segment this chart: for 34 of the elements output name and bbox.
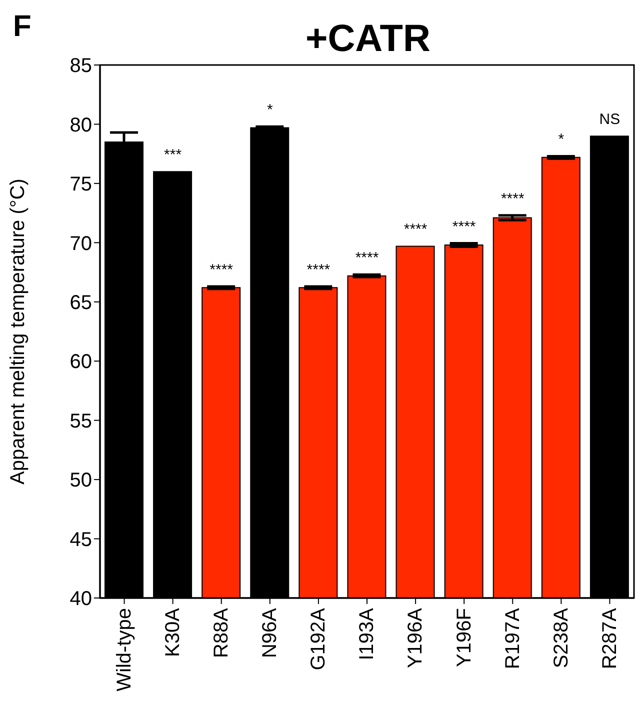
x-tick-label: R197A bbox=[502, 607, 524, 670]
y-tick-label: 85 bbox=[70, 55, 92, 78]
annotation: *** bbox=[164, 146, 182, 164]
x-tick-label: R88A bbox=[210, 607, 233, 658]
x-tick-label: I193A bbox=[356, 607, 378, 660]
chart-title: +CATR bbox=[304, 18, 432, 61]
annotation: NS bbox=[599, 111, 620, 128]
y-tick-label: 60 bbox=[70, 351, 92, 374]
annotation: **** bbox=[210, 261, 234, 278]
annotation: * bbox=[558, 131, 564, 148]
annotation: **** bbox=[404, 221, 428, 238]
y-tick-label: 65 bbox=[70, 292, 92, 314]
annotation: * bbox=[266, 102, 273, 119]
x-tick-label: Y196A bbox=[404, 607, 427, 668]
y-tick-label: 50 bbox=[70, 470, 92, 492]
y-tick-label: 75 bbox=[70, 174, 92, 196]
annotation: **** bbox=[306, 261, 330, 278]
annotation: **** bbox=[355, 250, 379, 267]
x-tick-label: R287A bbox=[598, 607, 621, 670]
x-tick-label: G192A bbox=[308, 607, 330, 670]
x-tick-label: Wild-type bbox=[113, 608, 136, 692]
x-tick-label: K30A bbox=[162, 607, 184, 657]
y-tick-label: 55 bbox=[70, 410, 92, 432]
y-tick-label: 80 bbox=[70, 114, 92, 136]
x-tick-label: S238A bbox=[550, 607, 572, 668]
x-tick-label: Y196F bbox=[453, 608, 476, 667]
annotation: **** bbox=[500, 190, 524, 208]
annotation: **** bbox=[452, 218, 476, 236]
y-tick-label: 70 bbox=[70, 232, 92, 255]
y-tick-label: 40 bbox=[70, 588, 92, 610]
y-tick-label: 45 bbox=[70, 528, 92, 551]
text: F bbox=[13, 10, 32, 44]
y-axis-title: Apparent melting temperature (°C) bbox=[7, 178, 30, 484]
x-tick-label: N96A bbox=[259, 607, 282, 658]
